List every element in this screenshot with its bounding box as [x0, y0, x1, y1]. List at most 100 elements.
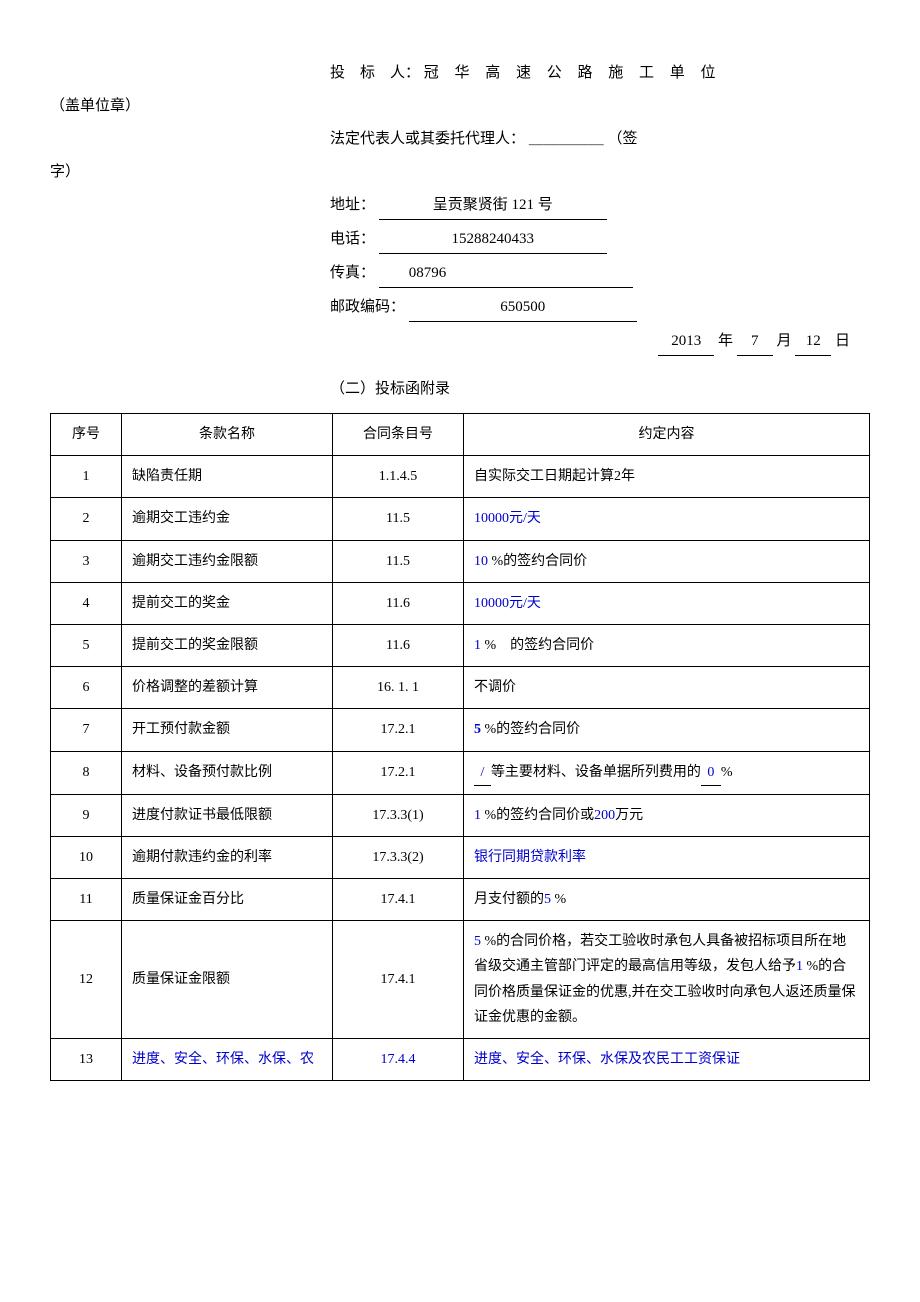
table-row: 1缺陷责任期1.1.4.5自实际交工日期起计算2年	[51, 456, 870, 498]
sign-note-close: 字）	[50, 159, 330, 186]
cell-name: 提前交工的奖金	[122, 582, 333, 624]
phone-label: 电话：	[330, 231, 375, 247]
cell-seq: 3	[51, 540, 122, 582]
cell-seq: 4	[51, 582, 122, 624]
legal-rep-blank: ＿＿＿＿＿	[529, 131, 604, 147]
date-row: 2013 年 7 月 12 日	[50, 328, 870, 356]
cell-content: 10000元/天	[464, 582, 870, 624]
cell-ref: 17.3.3(2)	[333, 836, 464, 878]
seal-note: （盖单位章）	[50, 93, 330, 120]
cell-seq: 7	[51, 709, 122, 751]
cell-ref: 1.1.4.5	[333, 456, 464, 498]
cell-content: 5 %的签约合同价	[464, 709, 870, 751]
cell-seq: 9	[51, 794, 122, 836]
cell-ref: 17.3.3(1)	[333, 794, 464, 836]
cell-content: 自实际交工日期起计算2年	[464, 456, 870, 498]
table-header-row: 序号 条款名称 合同条目号 约定内容	[51, 414, 870, 456]
fax-value: 08796	[379, 260, 633, 288]
cell-ref: 16. 1. 1	[333, 667, 464, 709]
address-row: 地址： 呈贡聚贤街 121 号	[50, 192, 870, 220]
table-row: 8材料、设备预付款比例17.2.1 / 等主要材料、设备单据所列费用的 0 %	[51, 751, 870, 794]
cell-seq: 1	[51, 456, 122, 498]
date-month: 7	[737, 328, 773, 356]
bidder-row: 投 标 人： 冠 华 高 速 公 路 施 工 单 位	[50, 60, 870, 87]
bidder-label: 投 标 人：	[330, 65, 420, 81]
fax-label: 传真：	[330, 265, 375, 281]
legal-rep-label: 法定代表人或其委托代理人：	[330, 131, 525, 147]
table-row: 11质量保证金百分比17.4.1月支付额的5 %	[51, 879, 870, 921]
cell-ref: 17.2.1	[333, 751, 464, 794]
cell-name: 开工预付款金额	[122, 709, 333, 751]
cell-content: 1 % 的签约合同价	[464, 624, 870, 666]
table-row: 5提前交工的奖金限额11.61 % 的签约合同价	[51, 624, 870, 666]
cell-seq: 2	[51, 498, 122, 540]
header-block: 投 标 人： 冠 华 高 速 公 路 施 工 单 位 （盖单位章） 法定代表人或…	[50, 60, 870, 356]
cell-ref: 17.4.4	[333, 1039, 464, 1081]
table-row: 10逾期付款违约金的利率17.3.3(2)银行同期贷款利率	[51, 836, 870, 878]
cell-name: 材料、设备预付款比例	[122, 751, 333, 794]
th-seq: 序号	[51, 414, 122, 456]
table-row: 3逾期交工违约金限额11.510 %的签约合同价	[51, 540, 870, 582]
th-content: 约定内容	[464, 414, 870, 456]
table-row: 4提前交工的奖金11.610000元/天	[51, 582, 870, 624]
address-label: 地址：	[330, 197, 375, 213]
date-day: 12	[795, 328, 831, 356]
cell-content: 银行同期贷款利率	[464, 836, 870, 878]
section-title: （二）投标函附录	[330, 376, 870, 403]
cell-ref: 11.6	[333, 624, 464, 666]
date-month-unit: 月	[776, 333, 791, 349]
cell-name: 逾期付款违约金的利率	[122, 836, 333, 878]
table-row: 6价格调整的差额计算16. 1. 1不调价	[51, 667, 870, 709]
legal-rep-row: 法定代表人或其委托代理人： ＿＿＿＿＿ （签	[50, 126, 870, 153]
cell-content: 10 %的签约合同价	[464, 540, 870, 582]
table-row: 9进度付款证书最低限额17.3.3(1)1 %的签约合同价或200万元	[51, 794, 870, 836]
cell-name: 逾期交工违约金	[122, 498, 333, 540]
fax-row: 传真： 08796	[50, 260, 870, 288]
cell-content: 1 %的签约合同价或200万元	[464, 794, 870, 836]
cell-content: / 等主要材料、设备单据所列费用的 0 %	[464, 751, 870, 794]
cell-content: 月支付额的5 %	[464, 879, 870, 921]
address-value: 呈贡聚贤街 121 号	[379, 192, 607, 220]
cell-seq: 13	[51, 1039, 122, 1081]
th-name: 条款名称	[122, 414, 333, 456]
table-row: 2逾期交工违约金11.510000元/天	[51, 498, 870, 540]
cell-seq: 6	[51, 667, 122, 709]
cell-ref: 17.2.1	[333, 709, 464, 751]
table-row: 7开工预付款金额17.2.15 %的签约合同价	[51, 709, 870, 751]
cell-name: 进度付款证书最低限额	[122, 794, 333, 836]
cell-name: 质量保证金限额	[122, 921, 333, 1039]
table-row: 12质量保证金限额17.4.15 %的合同价格，若交工验收时承包人具备被招标项目…	[51, 921, 870, 1039]
postal-row: 邮政编码： 650500	[50, 294, 870, 322]
sign-close-row: 字）	[50, 159, 870, 186]
cell-content: 进度、安全、环保、水保及农民工工资保证	[464, 1039, 870, 1081]
cell-ref: 11.6	[333, 582, 464, 624]
seal-row: （盖单位章）	[50, 93, 870, 120]
cell-seq: 10	[51, 836, 122, 878]
sign-note-open: （签	[608, 131, 638, 147]
bidder-value: 冠 华 高 速 公 路 施 工 单 位	[424, 65, 722, 81]
cell-content: 不调价	[464, 667, 870, 709]
cell-seq: 8	[51, 751, 122, 794]
cell-name: 逾期交工违约金限额	[122, 540, 333, 582]
table-row: 13进度、安全、环保、水保、农17.4.4进度、安全、环保、水保及农民工工资保证	[51, 1039, 870, 1081]
date-year: 2013	[658, 328, 714, 356]
cell-content: 10000元/天	[464, 498, 870, 540]
cell-content: 5 %的合同价格，若交工验收时承包人具备被招标项目所在地省级交通主管部门评定的最…	[464, 921, 870, 1039]
cell-name: 进度、安全、环保、水保、农	[122, 1039, 333, 1081]
postal-value: 650500	[409, 294, 637, 322]
date-day-unit: 日	[835, 333, 850, 349]
cell-name: 质量保证金百分比	[122, 879, 333, 921]
cell-seq: 5	[51, 624, 122, 666]
cell-name: 缺陷责任期	[122, 456, 333, 498]
cell-seq: 12	[51, 921, 122, 1039]
cell-seq: 11	[51, 879, 122, 921]
cell-ref: 17.4.1	[333, 921, 464, 1039]
phone-row: 电话： 15288240433	[50, 226, 870, 254]
appendix-table: 序号 条款名称 合同条目号 约定内容 1缺陷责任期1.1.4.5自实际交工日期起…	[50, 413, 870, 1081]
cell-ref: 17.4.1	[333, 879, 464, 921]
postal-label: 邮政编码：	[330, 299, 405, 315]
cell-ref: 11.5	[333, 498, 464, 540]
th-ref: 合同条目号	[333, 414, 464, 456]
cell-name: 提前交工的奖金限额	[122, 624, 333, 666]
date-year-unit: 年	[718, 333, 733, 349]
